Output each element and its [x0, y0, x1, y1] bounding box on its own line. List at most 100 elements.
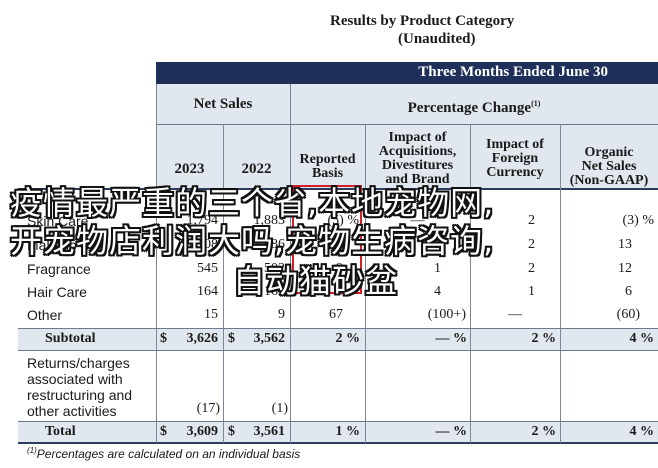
cell-2022: 162	[264, 284, 285, 299]
currency-symbol: $	[228, 424, 235, 439]
subtotal-organic: 4 %	[629, 331, 655, 346]
total-acq: — %	[435, 424, 468, 439]
watermark-line-3: 自动猫砂盆	[233, 262, 399, 300]
currency-symbol: $	[228, 331, 235, 346]
row-label: Other	[27, 307, 63, 323]
cell-fx: 1	[528, 284, 535, 299]
percentage-change-header: Percentage Change(1)	[290, 97, 658, 116]
returns-label: Returns/charges associated with restruct…	[27, 355, 132, 419]
col-divider-left	[156, 84, 157, 443]
subtotal-2023: 3,626	[186, 331, 219, 346]
col-header-reported-line: Basis	[311, 166, 344, 181]
subtotal-reported: 2 %	[335, 331, 361, 346]
report-title: Results by Product Category	[330, 13, 515, 29]
cell-acq: 9	[434, 237, 441, 252]
cell-fx: 2	[528, 237, 535, 252]
col-divider-fx	[560, 124, 561, 443]
col-header-fx-line: Currency	[486, 165, 544, 180]
col-header-acquisitions: Impact of Acquisitions, Divestitures and…	[365, 131, 470, 187]
currency-symbol: $	[160, 424, 167, 439]
rule-above-total	[18, 421, 658, 422]
col-header-acq-line: and Brand	[385, 172, 450, 187]
subtotal-fx: 2 %	[531, 331, 557, 346]
cell-organic: 6	[625, 284, 632, 299]
cell-2023: 15	[204, 307, 218, 322]
footnote-mark: (1)	[27, 446, 37, 455]
returns-2022: (1)	[271, 401, 288, 416]
total-reported: 1 %	[335, 424, 361, 439]
reported-basis-highlight-box	[292, 185, 362, 294]
col-header-reported-line: Reported	[299, 152, 356, 167]
col-header-organic-line: Organic	[584, 145, 634, 160]
cell-2022: 1,883	[253, 213, 286, 228]
cell-acq: 1	[434, 261, 441, 276]
col-header-organic: Organic Net Sales (Non-GAAP)	[560, 146, 658, 188]
col-header-acq-line: Divestitures	[381, 158, 454, 173]
header-band	[156, 84, 658, 188]
cell-acq: 4	[434, 284, 441, 299]
percentage-change-label: Percentage Change	[407, 100, 532, 116]
col-header-organic-line: Net Sales	[581, 159, 637, 174]
total-2022: 3,561	[253, 424, 286, 439]
col-divider-reported	[365, 124, 366, 443]
total-2023: 3,609	[186, 424, 219, 439]
cell-acq: (100+)	[427, 307, 466, 322]
total-organic: 4 %	[629, 424, 655, 439]
col-header-reported-basis: Reported Basis	[290, 153, 365, 181]
cell-2022: 1,086	[253, 237, 286, 252]
total-fx: 2 %	[531, 424, 557, 439]
subtotal-label: Subtotal	[45, 331, 96, 346]
cell-fx: 2	[528, 261, 535, 276]
row-label: Hair Care	[27, 284, 87, 300]
report-subtitle: (Unaudited)	[398, 31, 476, 47]
cell-reported: 2	[336, 237, 343, 252]
cell-2022: 9	[278, 307, 285, 322]
cell-reported: 9	[336, 261, 343, 276]
cell-2023: 545	[197, 261, 218, 276]
percentage-change-footnote-mark: (1)	[531, 99, 541, 108]
returns-2023: (17)	[196, 401, 220, 416]
cell-fx: 2	[528, 213, 535, 228]
rule-under-group-headers	[156, 124, 658, 125]
subtotal-acq: — %	[435, 331, 468, 346]
row-label: Makeup	[27, 237, 77, 253]
rule-above-subtotal	[18, 328, 658, 329]
cell-reported: (5) %	[327, 213, 360, 228]
cell-reported: 1	[336, 284, 343, 299]
cell-organic: 12	[618, 261, 632, 276]
cell-organic: (3) %	[622, 213, 655, 228]
rule-below-subtotal	[18, 350, 658, 351]
period-header: Three Months Ended June 30	[418, 64, 608, 80]
col-divider-2023	[223, 124, 224, 443]
cell-reported: 67	[329, 307, 343, 322]
cell-organic: (60)	[616, 307, 640, 322]
col-divider-acq	[470, 124, 471, 443]
cell-organic: 13	[618, 237, 632, 252]
col-header-2023: 2023	[174, 161, 205, 177]
total-label: Total	[45, 424, 76, 439]
returns-label-line: other activities	[27, 403, 117, 419]
total-band	[18, 421, 658, 443]
rule-below-total	[18, 442, 658, 444]
watermark-line-1: 疫情最严重的三个省,本地宠物网,	[10, 184, 495, 222]
cell-acq: —	[410, 213, 425, 228]
subtotal-band	[18, 328, 658, 350]
returns-label-line: Returns/charges	[27, 355, 130, 371]
currency-symbol: $	[160, 331, 167, 346]
watermark-line-2: 开宠物店利润大吗,宠物生病咨询,	[10, 222, 495, 260]
col-header-acq-line: Impact of	[388, 130, 447, 145]
subtotal-2022: 3,562	[253, 331, 286, 346]
cell-2023: 164	[197, 284, 218, 299]
returns-label-line: associated with	[27, 371, 123, 387]
net-sales-header: Net Sales	[193, 96, 253, 112]
cell-2023: 1,108	[186, 237, 219, 252]
row-label: Fragrance	[27, 261, 91, 277]
cell-fx: —	[508, 307, 522, 322]
footnote-text: Percentages are calculated on an individ…	[36, 447, 301, 461]
col-header-fx: Impact of Foreign Currency	[470, 138, 560, 180]
col-header-fx-line: Impact of	[486, 137, 544, 152]
cell-2023: 1,794	[186, 213, 219, 228]
col-header-fx-line: Foreign	[491, 151, 539, 166]
col-header-acq-line: Acquisitions,	[378, 144, 457, 159]
rule-under-column-headers	[18, 188, 658, 190]
